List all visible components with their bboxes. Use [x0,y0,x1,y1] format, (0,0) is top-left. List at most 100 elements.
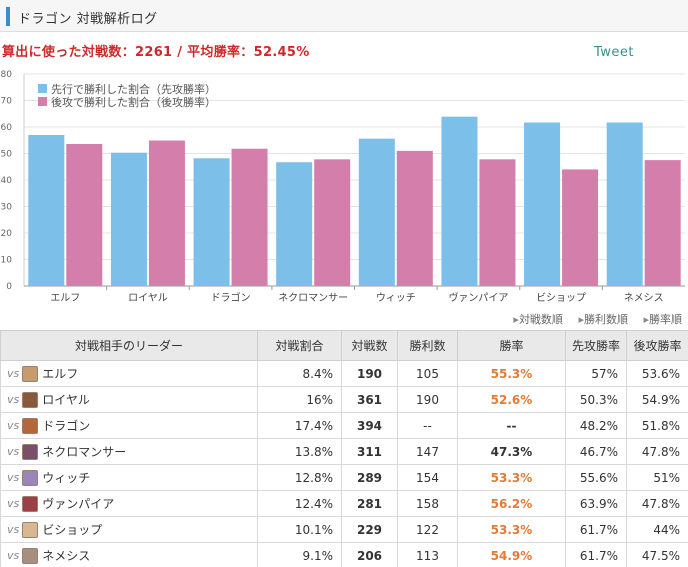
header-accent-bar [6,7,10,26]
vs-label: vs [7,497,20,510]
leader-cell: vs ロイヤル [0,386,258,413]
matches-cell: 206 [341,542,398,567]
leader-avatar-icon [22,469,39,486]
matches-cell: 229 [341,516,398,543]
bar-first [441,116,478,286]
first-winrate-cell: 61.7% [565,516,627,543]
col-header-share[interactable]: 対戦割合 [257,330,342,361]
table-row: vs ネメシス 9.1% 206 113 54.9% 61.7% 47.5% [0,542,688,567]
wins-cell: 158 [397,490,458,517]
winrate-cell: 54.9% [457,542,566,567]
bar-second [479,159,516,286]
leader-cell: vs ネクロマンサー [0,438,258,465]
bar-first [358,138,395,286]
leader-avatar-icon [22,391,39,408]
wins-cell: 122 [397,516,458,543]
y-tick-label: 40 [1,176,13,186]
share-cell: 8.4% [257,360,342,387]
vs-label: vs [7,419,20,432]
bar-second [148,140,185,286]
wins-cell: 147 [397,438,458,465]
bar-second [562,169,599,286]
table-row: vs ネクロマンサー 13.8% 311 147 47.3% 46.7% 47.8% [0,438,688,465]
matches-cell: 394 [341,412,398,439]
tweet-button[interactable]: Tweet [594,45,635,60]
col-header-winrate[interactable]: 勝率 [457,330,566,361]
bar-second [314,159,351,286]
leader-avatar-icon [22,443,39,460]
summary-matches-value: 2261 [135,45,173,60]
leader-cell: vs エルフ [0,360,258,387]
y-tick-label: 50 [1,150,13,160]
x-tick-label: ネメシス [624,292,664,304]
winrate-cell: 53.3% [457,516,566,543]
summary-separator: / [172,45,188,60]
sort-by-wins-link[interactable]: 勝利数順 [578,313,628,326]
winrate-cell: 47.3% [457,438,566,465]
leader-avatar-icon [22,365,39,382]
col-header-second-winrate[interactable]: 後攻勝率 [626,330,688,361]
table-row: vs ウィッチ 12.8% 289 154 53.3% 55.6% 51% [0,464,688,491]
first-winrate-cell: 55.6% [565,464,627,491]
wins-cell: -- [397,412,458,439]
sort-by-winrate-link[interactable]: 勝率順 [643,313,682,326]
bar-first [524,122,561,286]
col-header-first-winrate[interactable]: 先攻勝率 [565,330,627,361]
share-cell: 12.8% [257,464,342,491]
second-winrate-cell: 47.8% [626,490,688,517]
y-tick-label: 20 [1,229,13,239]
winrate-cell: 53.3% [457,464,566,491]
legend-label: 先行で勝利した割合（先攻勝率） [51,82,216,96]
sort-by-matches-link[interactable]: 対戦数順 [513,313,563,326]
vs-label: vs [7,445,20,458]
legend-swatch [38,97,47,106]
second-winrate-cell: 54.9% [626,386,688,413]
matches-cell: 289 [341,464,398,491]
summary-matches-label: 算出に使った対戦数： [2,45,136,60]
x-tick-label: ウィッチ [376,292,416,304]
share-cell: 13.8% [257,438,342,465]
leader-name: エルフ [42,367,79,381]
leader-avatar-icon [22,547,39,564]
bar-first [276,162,313,286]
y-tick-label: 10 [1,256,13,266]
matches-cell: 311 [341,438,398,465]
leader-name: ネクロマンサー [42,445,127,459]
y-tick-label: 80 [1,70,13,80]
summary-winrate-label: 平均勝率： [187,45,254,60]
second-winrate-cell: 44% [626,516,688,543]
bar-second [231,148,268,286]
leader-name: ロイヤル [42,393,90,407]
bar-second [644,160,681,286]
winrate-cell: 55.3% [457,360,566,387]
second-winrate-cell: 51.8% [626,412,688,439]
bar-second [396,150,433,286]
col-header-wins[interactable]: 勝利数 [397,330,458,361]
y-tick-label: 60 [1,123,13,133]
wins-cell: 154 [397,464,458,491]
leader-name: ウィッチ [42,471,91,485]
leader-avatar-icon [22,417,39,434]
table-row: vs ドラゴン 17.4% 394 -- -- 48.2% 51.8% [0,412,688,439]
table-row: vs ロイヤル 16% 361 190 52.6% 50.3% 54.9% [0,386,688,413]
legend-swatch [38,84,47,93]
second-winrate-cell: 47.5% [626,542,688,567]
col-header-matches[interactable]: 対戦数 [341,330,398,361]
share-cell: 16% [257,386,342,413]
x-tick-label: ネクロマンサー [278,292,348,304]
first-winrate-cell: 63.9% [565,490,627,517]
winrate-cell: 52.6% [457,386,566,413]
col-header-leader[interactable]: 対戦相手のリーダー [0,330,258,361]
leader-cell: vs ネメシス [0,542,258,567]
y-tick-label: 30 [1,203,13,213]
first-winrate-cell: 57% [565,360,627,387]
matchup-table: 対戦相手のリーダー 対戦割合 対戦数 勝利数 勝率 先攻勝率 後攻勝率 vs エル… [0,330,688,567]
x-tick-label: エルフ [50,293,80,304]
wins-cell: 113 [397,542,458,567]
share-cell: 12.4% [257,490,342,517]
table-row: vs エルフ 8.4% 190 105 55.3% 57% 53.6% [0,360,688,387]
winrate-cell: 56.2% [457,490,566,517]
y-tick-label: 70 [1,97,13,107]
leader-name: ネメシス [42,549,91,563]
share-cell: 9.1% [257,542,342,567]
